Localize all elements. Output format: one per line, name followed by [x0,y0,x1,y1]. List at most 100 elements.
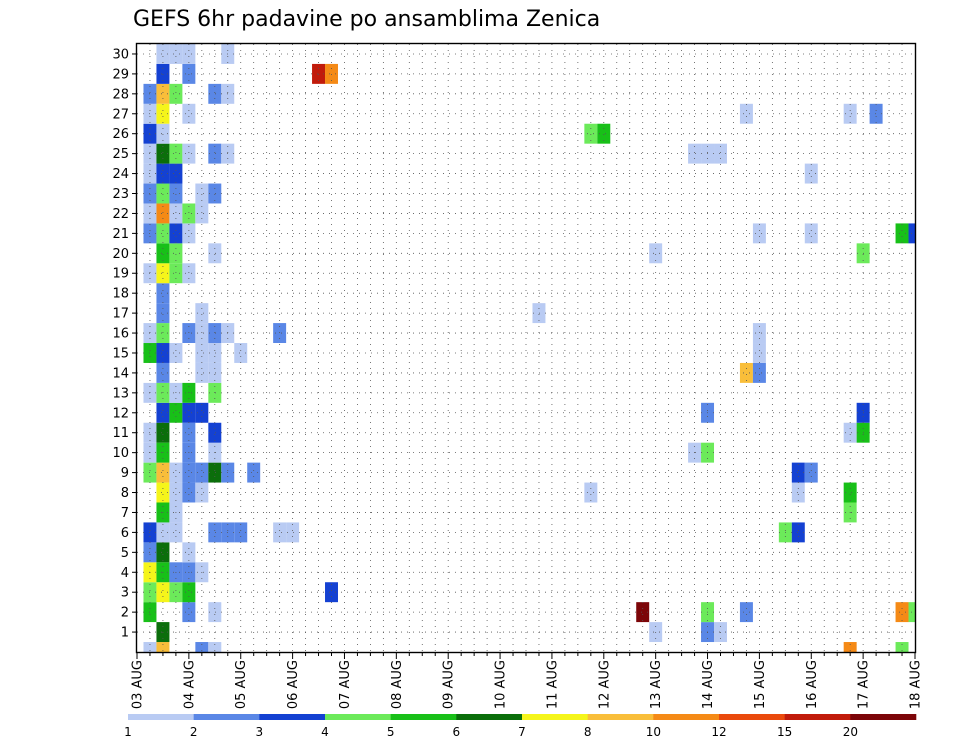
heatmap-cell [156,482,170,503]
heatmap-cell [169,243,183,264]
heatmap-cell [169,522,183,543]
heatmap-cell [752,323,766,344]
y-tick-label: 21 [112,227,129,242]
heatmap-cell [182,263,196,284]
heatmap-cell [286,522,300,543]
heatmap-cell [156,243,170,264]
colorbar-swatch [193,714,260,720]
heatmap-cell [804,223,818,244]
heatmap-cell [714,143,727,164]
colorbar-swatch [784,714,851,720]
colorbar-label: 8 [584,725,592,739]
heatmap-cell [791,522,805,543]
colorbar-label: 1 [124,725,132,739]
y-axis: 1234567891011121314151617181920212223242… [112,47,137,641]
heatmap-cell [195,323,209,344]
colorbar-label: 7 [518,725,526,739]
heatmap-cell [195,203,209,224]
heatmap-cell [156,83,170,104]
heatmap-cell [195,642,209,652]
heatmap-cell [208,183,222,204]
heatmap-cell [895,602,909,623]
colorbar-label: 5 [387,725,395,739]
heatmap-cell [156,123,170,144]
heatmap-cell [156,283,170,304]
heatmap-cell [156,223,170,244]
x-tick-label: 07 AUG [338,660,353,709]
heatmap-cell [182,402,196,423]
heatmap-cell [169,462,183,483]
heatmap-cell [169,203,183,224]
y-tick-label: 3 [121,586,129,601]
heatmap-cell [169,183,183,204]
heatmap-cell [156,44,170,64]
heatmap-cell [312,63,326,84]
y-tick-label: 14 [112,366,129,381]
heatmap-cell [182,63,196,84]
heatmap-cell [804,163,818,184]
cell-layer [143,44,915,652]
y-tick-label: 8 [121,486,129,501]
heatmap-cell [532,303,546,324]
heatmap-cell [804,462,818,483]
heatmap-cell [195,343,209,363]
colorbar-label: 12 [711,725,726,739]
colorbar-label: 20 [843,725,858,739]
heatmap-cell [208,462,222,483]
x-tick-label: 18 AUG [909,660,924,709]
colorbar-swatch [128,714,194,720]
heatmap-cell [182,582,196,603]
x-tick-label: 05 AUG [234,660,249,709]
heatmap-cell [597,123,611,144]
heatmap-cell [156,402,170,423]
heatmap-cell [182,143,196,164]
colorbar: 1 2 3 4 5 6 7 8 10 12 15 20 [124,714,917,739]
y-tick-label: 5 [121,546,129,561]
heatmap-cell [182,542,196,563]
y-tick-label: 4 [121,566,129,581]
heatmap-cell [791,462,805,483]
heatmap-cell [182,103,196,124]
heatmap-cell [895,642,909,652]
heatmap-cell [156,582,170,603]
y-tick-label: 13 [112,386,129,401]
heatmap-cell [169,143,183,164]
y-tick-label: 9 [121,466,129,481]
heatmap-cell [156,103,170,124]
x-tick-label: 08 AUG [390,660,405,709]
chart-title: GEFS 6hr padavine po ansamblima Zenica [133,7,600,32]
heatmap-cell [156,542,170,563]
colorbar-label: 4 [321,725,329,739]
y-tick-label: 11 [112,426,129,441]
colorbar-label: 2 [190,725,198,739]
colorbar-label: 15 [777,725,792,739]
colorbar-swatch [456,714,523,720]
x-tick-label: 04 AUG [182,660,197,709]
heatmap-cell [156,303,170,324]
y-tick-label: 24 [112,167,129,182]
heatmap-cell [234,522,248,543]
heatmap-cell [182,462,196,483]
y-tick-label: 22 [112,207,129,222]
y-tick-label: 12 [112,406,129,421]
x-tick-label: 03 AUG [131,660,146,709]
heatmap-cell [169,44,183,64]
heatmap-cell [843,422,857,443]
heatmap-cell [169,343,183,363]
heatmap-cell [156,422,170,443]
heatmap-cell [156,522,170,543]
heatmap-cell [195,362,209,383]
heatmap-cell [195,183,209,204]
heatmap-cell [895,223,909,244]
y-tick-label: 10 [112,446,129,461]
heatmap-cell [247,462,261,483]
y-tick-label: 20 [112,247,129,262]
heatmap-cell [208,642,222,652]
colorbar-swatch [587,714,654,720]
heatmap-cell [584,482,598,503]
x-tick-label: 17 AUG [857,660,872,709]
y-tick-label: 1 [121,626,129,641]
y-tick-label: 25 [112,147,129,162]
heatmap-cell [182,422,196,443]
